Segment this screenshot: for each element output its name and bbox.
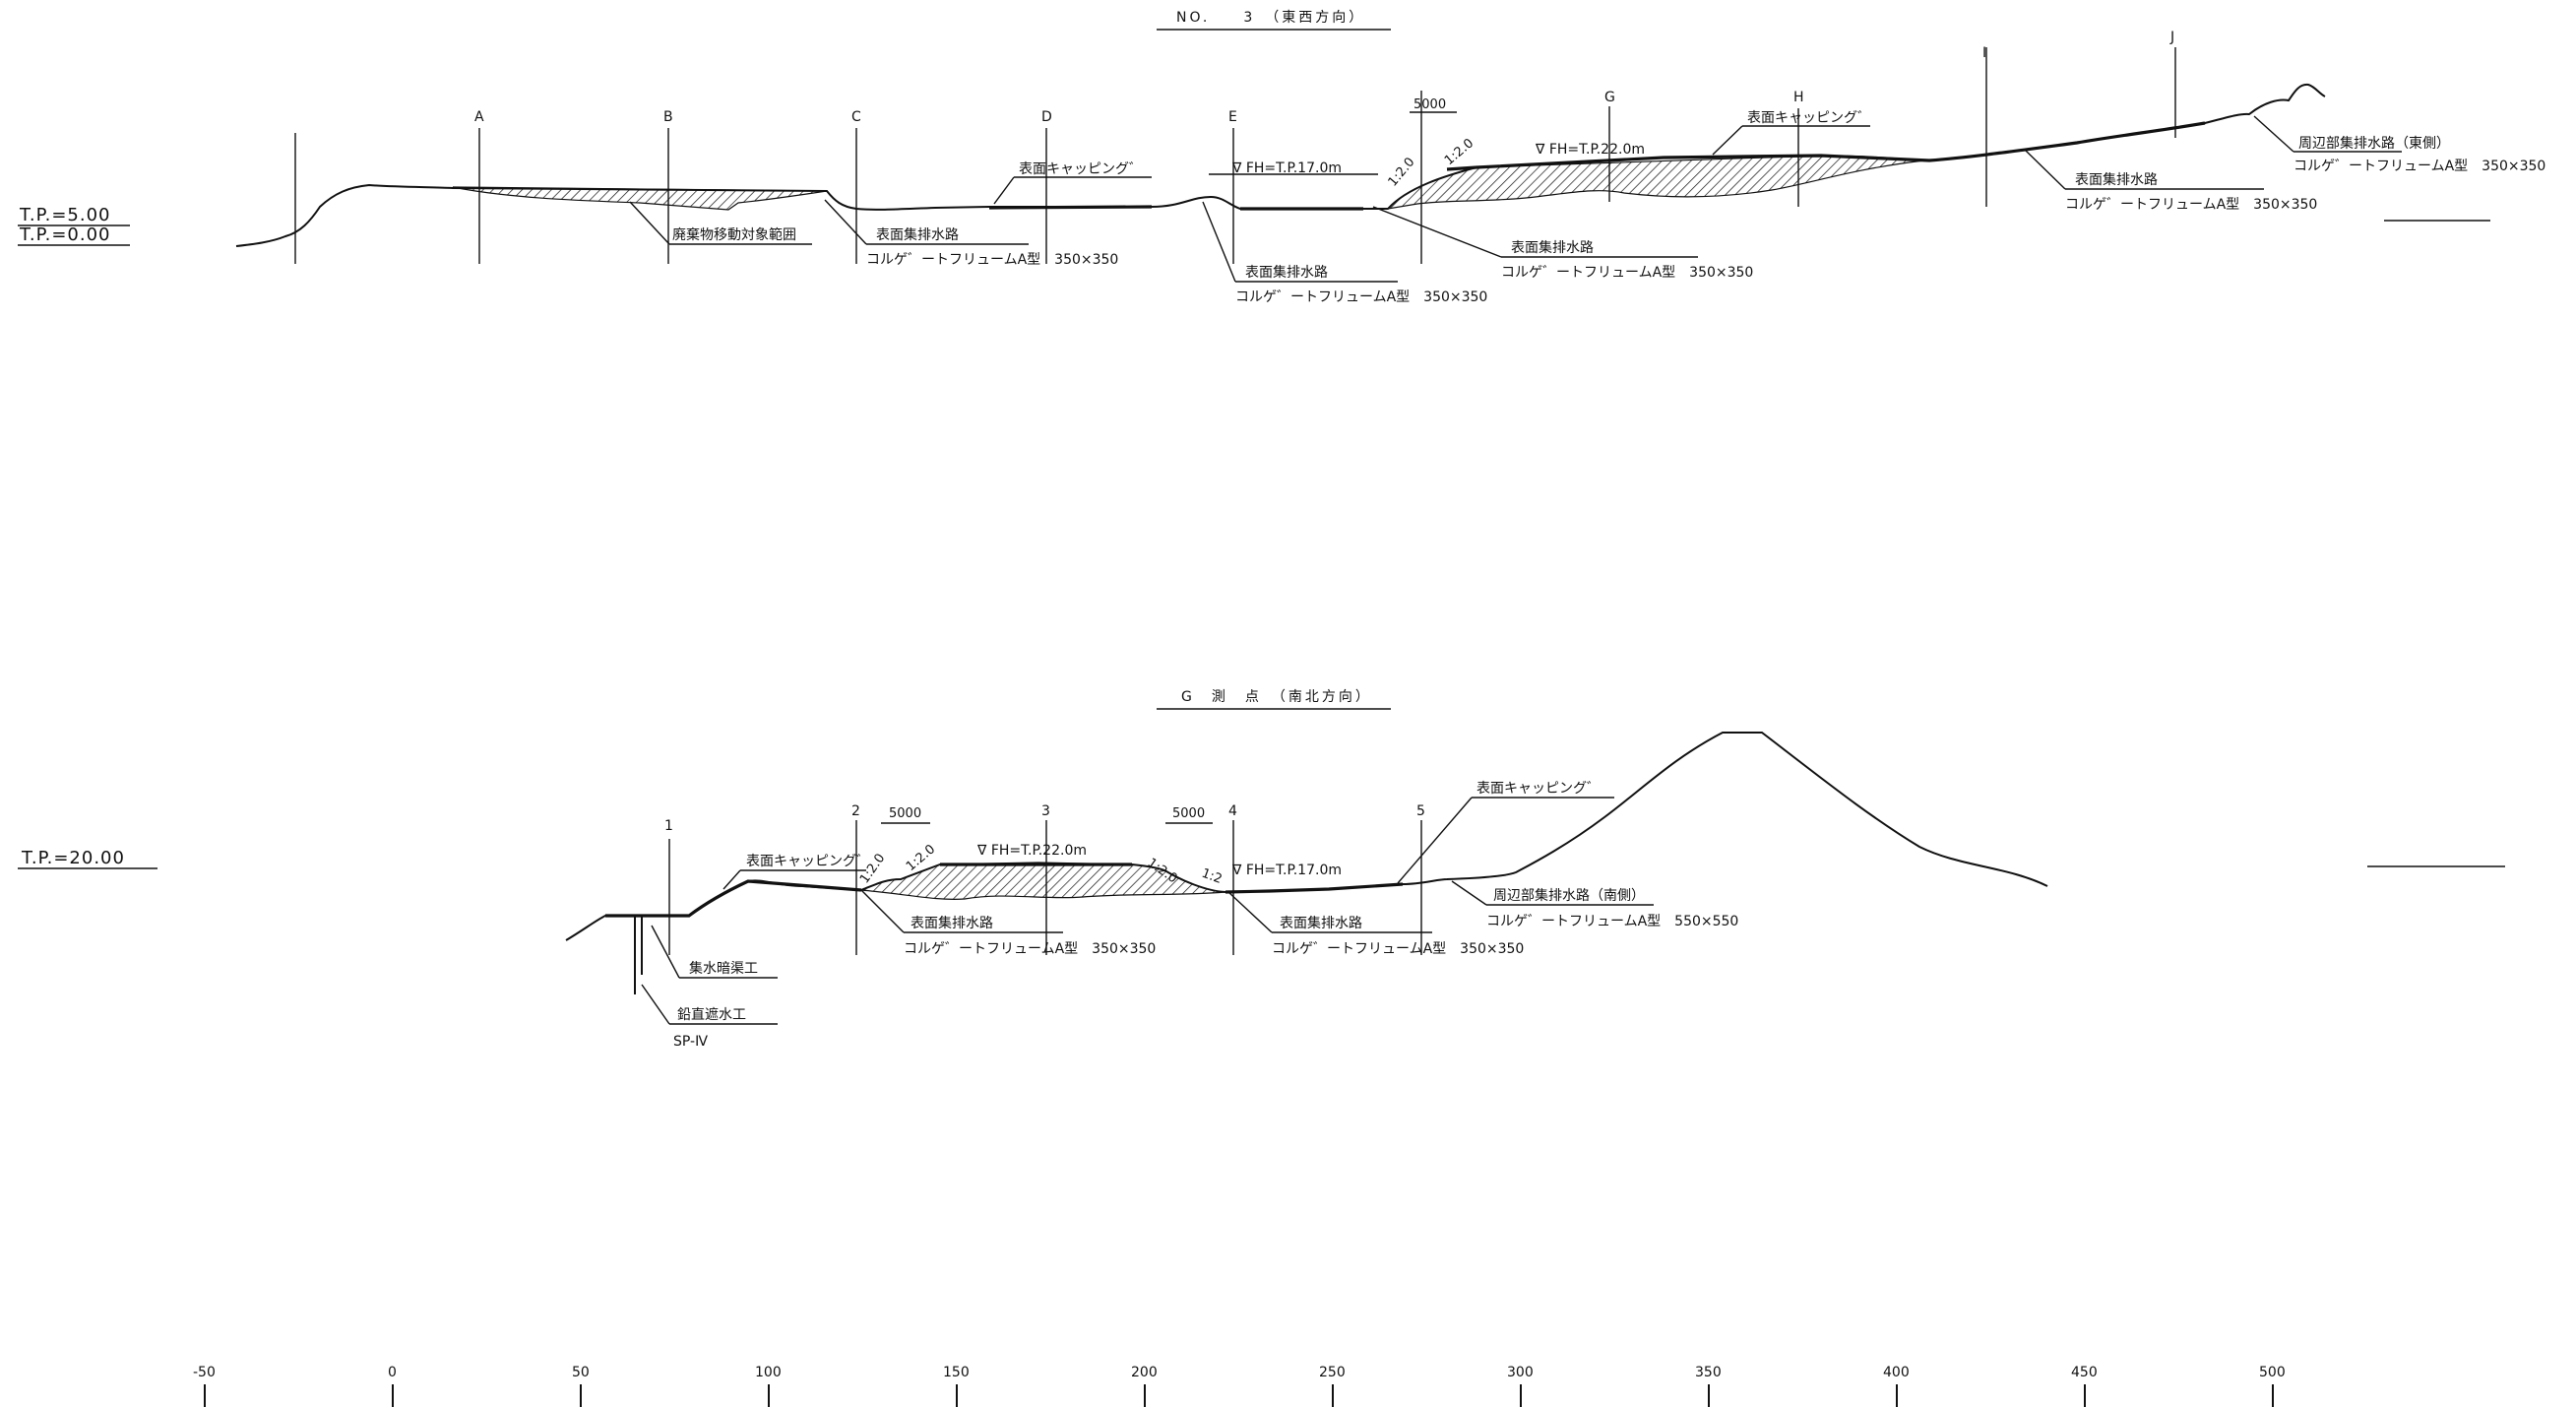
culvert-label: 集水暗渠工 <box>689 960 758 977</box>
station-label-h: H <box>1793 90 1804 105</box>
station-label-b: B <box>663 109 673 125</box>
scale-label-100: 100 <box>755 1365 782 1380</box>
station-label-4: 4 <box>1228 803 1237 819</box>
capping-d-leader <box>993 176 1015 205</box>
capping-g-leader <box>1712 125 1743 156</box>
drain-c-leader <box>824 199 867 245</box>
dim-5000-section-1: 5000 <box>1414 97 1446 112</box>
section-2-title: G 測 点 （南北方向） <box>1181 689 1372 705</box>
tp-5-label: T.P.=5.00 <box>19 205 111 225</box>
fh17-label-section-1: ∇ FH=T.P.17.0m <box>1231 160 1342 176</box>
drain-e-leader <box>1202 201 1236 283</box>
capping-label-g: 表面キャッピング゛ <box>1747 110 1871 126</box>
waste-zone-ab <box>452 186 828 211</box>
spw-label: SP-Ⅳ <box>673 1034 708 1050</box>
slope-label-4: 1:2 <box>1200 866 1225 887</box>
capping-right-leader <box>1397 797 1473 884</box>
station-label-j: J <box>2169 30 2174 45</box>
scale-label-450: 450 <box>2071 1365 2098 1380</box>
ground-profile-section-2 <box>565 732 2048 941</box>
culvert-leader <box>651 925 680 979</box>
scale-label-150: 150 <box>943 1365 970 1380</box>
scale-label-500: 500 <box>2259 1365 2286 1380</box>
horizontal-scale: -50 0 50 100 150 200 250 300 350 400 450… <box>193 1365 2286 1407</box>
station-label-i: I <box>1982 45 1986 61</box>
station-label-2: 2 <box>851 803 860 819</box>
fh17-label-section-2: ∇ FH=T.P.17.0m <box>1231 863 1342 878</box>
east-drain-label-2: コルゲ゛ートフリュームA型 350×350 <box>2293 159 2545 174</box>
dim-5000-right: 5000 <box>1172 806 1205 821</box>
station-label-3: 3 <box>1041 803 1050 819</box>
south-drain-label-1: 周辺部集排水路（南側） <box>1493 887 1645 904</box>
slope-label-a: 1:2.0 <box>1386 155 1418 189</box>
fh22-label-section-2: ∇ FH=T.P.22.0m <box>976 843 1087 859</box>
tp-0-label: T.P.=0.00 <box>19 224 111 245</box>
drain-i-label-2: コルゲ゛ートフリュームA型 350×350 <box>2065 197 2317 213</box>
drain-4-leader <box>1227 891 1273 933</box>
south-drain-label-2: コルゲ゛ートフリュームA型 550×550 <box>1486 914 1738 929</box>
tp-20-label: T.P.=20.00 <box>21 848 125 868</box>
drain-c-label-2: コルゲ゛ートフリュームA型 350×350 <box>866 252 1118 268</box>
drain-2-label-1: 表面集排水路 <box>911 915 993 931</box>
station-label-5: 5 <box>1416 803 1425 819</box>
scale-label-350: 350 <box>1695 1365 1722 1380</box>
capping-left-leader <box>723 869 741 890</box>
capping-label-left: 表面キャッピング゛ <box>746 854 870 869</box>
waste-range-leader <box>629 201 670 245</box>
dim-5000-left: 5000 <box>889 806 921 821</box>
east-drain-label-1: 周辺部集排水路（東側） <box>2298 135 2450 152</box>
drain-2-label-2: コルゲ゛ートフリュームA型 350×350 <box>904 941 1156 957</box>
drain-4-label-1: 表面集排水路 <box>1280 915 1362 931</box>
scale-label-250: 250 <box>1319 1365 1346 1380</box>
scale-label-400: 400 <box>1883 1365 1910 1380</box>
drain-i-leader <box>2025 150 2066 190</box>
station-label-d: D <box>1041 109 1052 125</box>
cutoff-leader <box>641 984 670 1025</box>
fh22-label-section-1: ∇ FH=T.P.22.0m <box>1535 142 1645 158</box>
scale-label-50: 50 <box>572 1365 590 1380</box>
capping-label-d: 表面キャッピング゛ <box>1019 161 1143 177</box>
drain-c-label-1: 表面集排水路 <box>876 226 959 243</box>
scale-label-200: 200 <box>1131 1365 1158 1380</box>
section-2: G 測 点 （南北方向） T.P.=20.00 1 2 3 4 5 表面キャッピ… <box>18 689 2505 1050</box>
scale-label-300: 300 <box>1507 1365 1534 1380</box>
drain-e-label-2: コルゲ゛ートフリュームA型 350×350 <box>1235 289 1487 305</box>
slope-label-b: 1:2.0 <box>1442 136 1476 168</box>
drain-2-leader <box>860 889 905 933</box>
fill-zone-fgh <box>1386 155 1925 210</box>
capping-label-right: 表面キャッピング゛ <box>1476 781 1601 797</box>
cutoff-label: 鉛直遮水工 <box>677 1006 746 1023</box>
section-1-title: NO. 3 （東西方向） <box>1176 10 1365 26</box>
drain-f-leader <box>1372 206 1502 258</box>
station-label-1: 1 <box>664 818 673 834</box>
cutoff-wall <box>634 916 643 994</box>
station-label-g: G <box>1604 90 1615 105</box>
capping-section-2 <box>605 863 1404 918</box>
drain-e-label-1: 表面集排水路 <box>1245 264 1328 281</box>
capping-section-1 <box>988 121 2206 211</box>
east-drain-leader <box>2253 115 2294 153</box>
station-label-a: A <box>474 109 484 125</box>
ground-profile-section-1 <box>235 83 2326 247</box>
station-label-c: C <box>851 109 861 125</box>
drain-f-label-1: 表面集排水路 <box>1511 239 1594 256</box>
section-1: NO. 3 （東西方向） T.P.=5.00 T.P.=0.00 A B C D… <box>18 10 2545 305</box>
drain-i-label-1: 表面集排水路 <box>2075 171 2158 188</box>
scale-label-0: 0 <box>388 1365 397 1380</box>
scale-label--50: -50 <box>193 1365 216 1380</box>
drain-f-label-2: コルゲ゛ートフリュームA型 350×350 <box>1501 265 1753 281</box>
drain-4-label-2: コルゲ゛ートフリュームA型 350×350 <box>1272 941 1524 957</box>
station-label-e: E <box>1228 109 1237 125</box>
waste-range-label: 廃棄物移動対象範囲 <box>672 226 796 243</box>
south-drain-leader <box>1451 880 1487 906</box>
